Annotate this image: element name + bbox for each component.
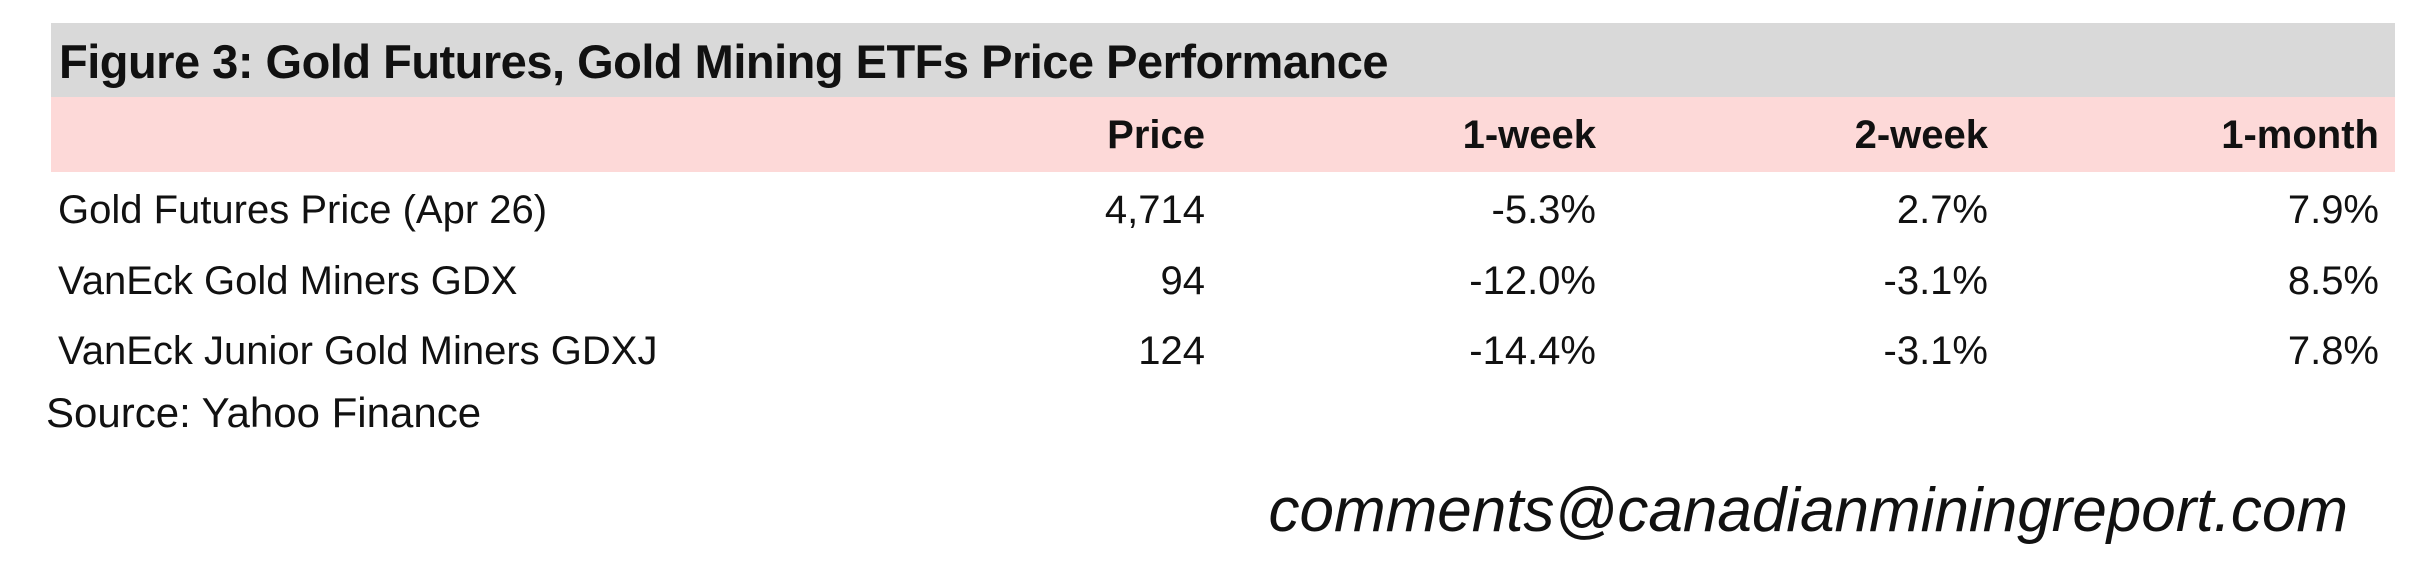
contact-email: comments@canadianminingreport.com [1268,476,2348,545]
column-header: 2-week [1854,113,1988,157]
cell-value: 4,714 [1104,188,1205,232]
cell-value: 7.9% [2287,188,2379,232]
row-label: VanEck Junior Gold Miners GDXJ [58,329,658,373]
column-header: 1-week [1462,113,1596,157]
row-label: VanEck Gold Miners GDX [58,259,518,303]
header-bar [51,97,2395,172]
cell-value: 8.5% [2287,259,2379,303]
cell-value: 94 [1160,259,1206,303]
title: Figure 3: Gold Futures, Gold Mining ETFs… [59,35,1388,88]
column-header: Price [1107,113,1205,157]
cell-value: -5.3% [1491,188,1597,232]
cell-value: -12.0% [1469,259,1596,303]
cell-value: -14.4% [1469,329,1596,373]
cell-value: 7.8% [2287,329,2379,373]
cell-value: -3.1% [1883,329,1989,373]
source: Source: Yahoo Finance [46,389,482,436]
cell-value: -3.1% [1883,259,1989,303]
title-bar: Figure 3: Gold Futures, Gold Mining ETFs… [51,23,2395,97]
cell-value: 2.7% [1896,188,1988,232]
row-label: Gold Futures Price (Apr 26) [58,188,548,232]
cell-value: 124 [1138,329,1205,373]
column-header: 1-month [2221,113,2379,157]
